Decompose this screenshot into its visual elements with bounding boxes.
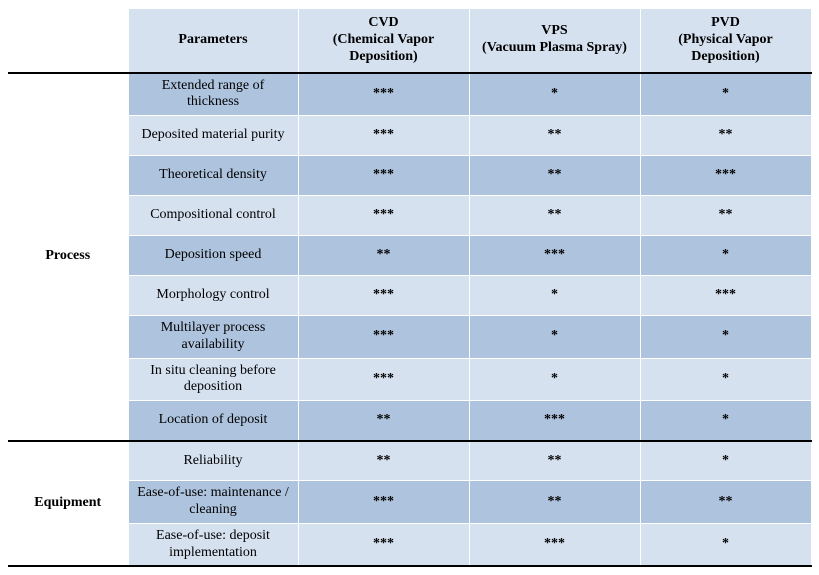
rating-cell: ** (298, 236, 469, 276)
rating-cell: *** (469, 523, 640, 566)
method-short: PVD (647, 15, 805, 32)
rating-cell: ** (640, 116, 811, 156)
rating-cell: ** (469, 196, 640, 236)
rating-cell: *** (298, 196, 469, 236)
table-row: Compositional control******* (8, 196, 811, 236)
rating-cell: *** (298, 523, 469, 566)
table-row: In situ cleaning before deposition***** (8, 358, 811, 401)
rating-cell: ** (469, 116, 640, 156)
parameter-label: Compositional control (128, 196, 298, 236)
method-short: VPS (476, 23, 634, 40)
rating-cell: * (640, 316, 811, 359)
table-row: Morphology control******* (8, 276, 811, 316)
rating-cell: * (640, 441, 811, 481)
parameter-label: Morphology control (128, 276, 298, 316)
rating-cell: *** (298, 481, 469, 524)
rating-cell: ** (298, 401, 469, 441)
rating-cell: *** (298, 116, 469, 156)
table-body: ProcessExtended range of thickness*****D… (8, 73, 811, 567)
rating-cell: *** (640, 276, 811, 316)
rating-cell: ** (640, 196, 811, 236)
header-parameters: Parameters (128, 9, 298, 73)
rating-cell: ** (469, 481, 640, 524)
header-method-pvd: PVD (Physical Vapor Deposition) (640, 9, 811, 73)
method-long: (Physical Vapor Deposition) (647, 32, 805, 66)
rating-cell: *** (469, 401, 640, 441)
group-label: Process (8, 73, 128, 441)
rating-cell: *** (298, 316, 469, 359)
parameter-label: Reliability (128, 441, 298, 481)
method-long: (Chemical Vapor Deposition) (305, 32, 463, 66)
table-header: Parameters CVD (Chemical Vapor Depositio… (8, 9, 811, 73)
group-label: Equipment (8, 441, 128, 567)
parameter-label: Ease-of-use: deposit implementation (128, 523, 298, 566)
header-blank (8, 9, 128, 73)
rating-cell: *** (298, 73, 469, 116)
rating-cell: ** (640, 481, 811, 524)
parameter-label: Theoretical density (128, 156, 298, 196)
rating-cell: *** (640, 156, 811, 196)
parameter-label: Deposition speed (128, 236, 298, 276)
rating-cell: *** (469, 236, 640, 276)
table-row: Theoretical density******** (8, 156, 811, 196)
rating-cell: * (469, 73, 640, 116)
table-row: ProcessExtended range of thickness***** (8, 73, 811, 116)
table-row: Multilayer process availability***** (8, 316, 811, 359)
rating-cell: *** (298, 156, 469, 196)
rating-cell: * (469, 276, 640, 316)
table-row: Deposition speed****** (8, 236, 811, 276)
comparison-table: Parameters CVD (Chemical Vapor Depositio… (8, 8, 812, 567)
header-method-vps: VPS (Vacuum Plasma Spray) (469, 9, 640, 73)
rating-cell: * (640, 236, 811, 276)
header-method-cvd: CVD (Chemical Vapor Deposition) (298, 9, 469, 73)
table-row: Deposited material purity******* (8, 116, 811, 156)
parameter-label: In situ cleaning before deposition (128, 358, 298, 401)
parameter-label: Ease-of-use: maintenance / cleaning (128, 481, 298, 524)
parameter-label: Multilayer process availability (128, 316, 298, 359)
parameter-label: Location of deposit (128, 401, 298, 441)
rating-cell: ** (469, 156, 640, 196)
rating-cell: * (640, 401, 811, 441)
rating-cell: ** (469, 441, 640, 481)
rating-cell: * (640, 523, 811, 566)
table-row: EquipmentReliability***** (8, 441, 811, 481)
rating-cell: * (469, 316, 640, 359)
rating-cell: * (640, 73, 811, 116)
table-row: Ease-of-use: deposit implementation*****… (8, 523, 811, 566)
parameter-label: Deposited material purity (128, 116, 298, 156)
method-short: CVD (305, 15, 463, 32)
rating-cell: *** (298, 358, 469, 401)
table-row: Location of deposit****** (8, 401, 811, 441)
rating-cell: * (469, 358, 640, 401)
table-row: Ease-of-use: maintenance / cleaning*****… (8, 481, 811, 524)
rating-cell: * (640, 358, 811, 401)
rating-cell: ** (298, 441, 469, 481)
parameter-label: Extended range of thickness (128, 73, 298, 116)
method-long: (Vacuum Plasma Spray) (476, 40, 634, 57)
rating-cell: *** (298, 276, 469, 316)
